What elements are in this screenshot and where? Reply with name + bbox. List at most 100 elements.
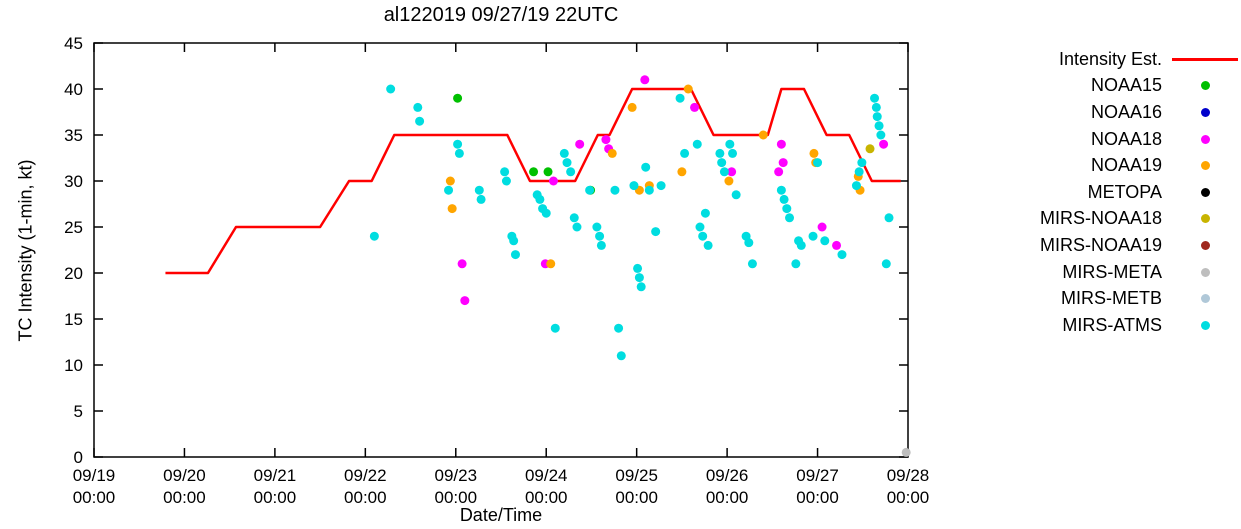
data-point-mirs-atms bbox=[509, 236, 519, 246]
data-point-noaa19 bbox=[627, 102, 637, 112]
data-point-mirs-atms bbox=[854, 167, 864, 177]
legend-dot-sample bbox=[1172, 240, 1238, 250]
y-tick-label: 0 bbox=[74, 448, 83, 467]
y-tick-label: 10 bbox=[64, 356, 83, 375]
x-tick-label-time: 00:00 bbox=[615, 488, 658, 507]
data-point-mirs-atms bbox=[569, 213, 579, 223]
legend-item-mirs-atms: MIRS-ATMS bbox=[998, 312, 1238, 339]
data-point-noaa18 bbox=[640, 75, 650, 85]
dot-swatch-icon bbox=[1200, 187, 1210, 197]
data-point-mirs-atms bbox=[415, 116, 425, 126]
data-point-mirs-atms bbox=[785, 213, 795, 223]
data-point-mirs-atms bbox=[717, 158, 727, 168]
data-point-noaa15 bbox=[529, 167, 539, 177]
data-point-mirs-atms bbox=[616, 351, 626, 361]
legend-item-noaa16: NOAA16 bbox=[998, 99, 1238, 126]
y-tick-label: 30 bbox=[64, 172, 83, 191]
data-point-mirs-atms bbox=[633, 263, 643, 273]
data-point-mirs-atms bbox=[731, 190, 741, 200]
x-tick-label-time: 00:00 bbox=[344, 488, 387, 507]
legend-item-metopa: METOPA bbox=[998, 179, 1238, 206]
legend-item-mirs-metb: MIRS-METB bbox=[998, 285, 1238, 312]
x-tick-label-date: 09/27 bbox=[796, 466, 839, 485]
legend-dot-sample bbox=[1172, 161, 1238, 171]
legend-label: NOAA15 bbox=[1090, 75, 1162, 96]
legend-item-mirs-noaa19: MIRS-NOAA19 bbox=[998, 232, 1238, 259]
y-tick-label: 15 bbox=[64, 310, 83, 329]
legend-label: MIRS-METB bbox=[1061, 288, 1162, 309]
data-point-mirs-atms bbox=[744, 238, 754, 248]
x-tick-label-time: 00:00 bbox=[163, 488, 206, 507]
dot-swatch-icon bbox=[1200, 240, 1210, 250]
legend-dot-sample bbox=[1172, 187, 1238, 197]
x-tick-label-date: 09/25 bbox=[615, 466, 658, 485]
data-point-mirs-atms bbox=[562, 158, 572, 168]
data-point-noaa18 bbox=[601, 135, 611, 145]
legend-item-mirs-noaa18: MIRS-NOAA18 bbox=[998, 206, 1238, 233]
data-point-mirs-atms bbox=[857, 158, 867, 168]
legend-line-sample bbox=[1172, 57, 1238, 61]
legend-dot-sample bbox=[1172, 320, 1238, 330]
data-point-mirs-atms bbox=[870, 93, 880, 103]
data-point-noaa18 bbox=[879, 139, 889, 149]
x-tick-label-date: 09/24 bbox=[525, 466, 568, 485]
legend-item-intensity-est-: Intensity Est. bbox=[998, 46, 1238, 73]
data-point-mirs-noaa18 bbox=[865, 144, 875, 154]
data-point-mirs-atms bbox=[791, 259, 801, 269]
legend-dot-sample bbox=[1172, 214, 1238, 224]
data-point-mirs-atms bbox=[808, 231, 818, 241]
data-point-mirs-atms bbox=[881, 259, 891, 269]
chart-legend: Intensity Est. NOAA15 NOAA16 NOAA18 NOAA19 ME… bbox=[998, 46, 1238, 339]
data-point-mirs-atms bbox=[871, 102, 881, 112]
data-point-mirs-atms bbox=[629, 181, 639, 191]
data-point-noaa18 bbox=[817, 222, 827, 232]
data-point-mirs-atms bbox=[572, 222, 582, 232]
data-point-mirs-atms bbox=[413, 102, 423, 112]
x-tick-label-time: 00:00 bbox=[525, 488, 568, 507]
data-point-mirs-atms bbox=[610, 185, 620, 195]
data-point-mirs-atms bbox=[386, 84, 396, 94]
data-point-noaa19 bbox=[724, 176, 734, 186]
data-point-mirs-atms bbox=[510, 250, 520, 260]
legend-item-noaa19: NOAA19 bbox=[998, 152, 1238, 179]
data-point-mirs-atms bbox=[501, 176, 511, 186]
data-point-mirs-atms bbox=[782, 204, 792, 214]
data-point-noaa18 bbox=[776, 139, 786, 149]
x-tick-label-date: 09/19 bbox=[73, 466, 116, 485]
legend-item-noaa15: NOAA15 bbox=[998, 73, 1238, 100]
legend-label: NOAA16 bbox=[1090, 101, 1162, 122]
data-point-mirs-atms bbox=[369, 231, 379, 241]
legend-dot-sample bbox=[1172, 267, 1238, 277]
x-tick-label-date: 09/28 bbox=[887, 466, 930, 485]
data-point-mirs-atms bbox=[747, 259, 757, 269]
data-point-mirs-atms bbox=[703, 240, 713, 250]
legend-label: MIRS-NOAA19 bbox=[1039, 234, 1162, 255]
legend-item-mirs-meta: MIRS-META bbox=[998, 259, 1238, 286]
data-point-noaa18 bbox=[457, 259, 467, 269]
legend-label: NOAA19 bbox=[1090, 155, 1162, 176]
data-point-mirs-atms bbox=[541, 208, 551, 218]
data-point-mirs-atms bbox=[725, 139, 735, 149]
data-point-mirs-atms bbox=[559, 148, 569, 158]
data-point-noaa19 bbox=[447, 204, 457, 214]
y-tick-label: 45 bbox=[64, 34, 83, 53]
intensity-line bbox=[165, 87, 901, 275]
legend-label: MIRS-ATMS bbox=[1062, 314, 1162, 335]
data-point-noaa19 bbox=[677, 167, 687, 177]
data-point-noaa18 bbox=[548, 176, 558, 186]
legend-label: METOPA bbox=[1087, 181, 1162, 202]
data-point-mirs-atms bbox=[566, 167, 576, 177]
x-tick-label-date: 09/20 bbox=[163, 466, 206, 485]
x-tick-label-time: 00:00 bbox=[706, 488, 749, 507]
data-point-mirs-atms bbox=[884, 213, 894, 223]
data-point-mirs-atms bbox=[700, 208, 710, 218]
data-point-mirs-atms bbox=[779, 194, 789, 204]
data-point-mirs-atms bbox=[595, 231, 605, 241]
x-tick-label-time: 00:00 bbox=[73, 488, 116, 507]
x-tick-label-time: 00:00 bbox=[796, 488, 839, 507]
legend-dot-sample bbox=[1172, 81, 1238, 91]
data-point-mirs-atms bbox=[454, 148, 464, 158]
data-point-mirs-atms bbox=[698, 231, 708, 241]
dot-swatch-icon bbox=[1200, 320, 1210, 330]
data-point-mirs-atms bbox=[476, 194, 486, 204]
